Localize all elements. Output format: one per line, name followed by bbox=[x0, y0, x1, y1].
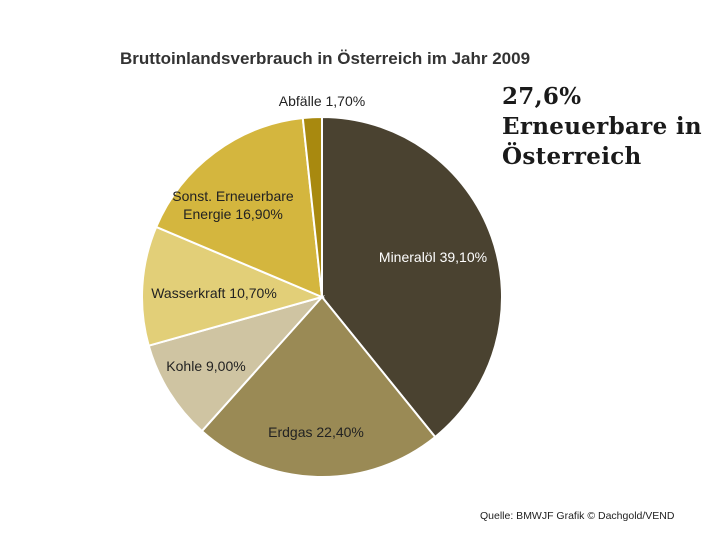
renewables-callout: 27,6% Erneuerbare in Österreich bbox=[502, 82, 702, 172]
chart-title: Bruttoinlandsverbrauch in Österreich im … bbox=[120, 49, 530, 68]
slice-label-2: Kohle 9,00% bbox=[166, 358, 245, 374]
pie-slice-wasserkraft bbox=[141, 225, 326, 347]
slice-label-1: Erdgas 22,40% bbox=[268, 424, 364, 440]
callout-line-1: 27,6% bbox=[502, 83, 582, 110]
slice-label-4: Sonst. Erneuerbare Energie 16,90% bbox=[172, 188, 294, 222]
callout-line-3: Österreich bbox=[502, 143, 642, 170]
pie-slice-sonst-erneuerbare-energie bbox=[154, 116, 324, 299]
pie-slice-kohle bbox=[147, 295, 326, 433]
slice-label-3: Wasserkraft 10,70% bbox=[151, 285, 277, 301]
pie-slice-mineralöl bbox=[321, 115, 503, 439]
pie-slice-erdgas bbox=[200, 295, 437, 478]
callout-line-2: Erneuerbare in bbox=[502, 113, 702, 140]
slice-label-5: Abfälle 1,70% bbox=[279, 93, 365, 109]
pie-slice-abfälle bbox=[301, 115, 323, 298]
slice-label-0: Mineralöl 39,10% bbox=[379, 249, 487, 265]
source-note: Quelle: BMWJF Grafik © Dachgold/VEND bbox=[480, 510, 675, 522]
